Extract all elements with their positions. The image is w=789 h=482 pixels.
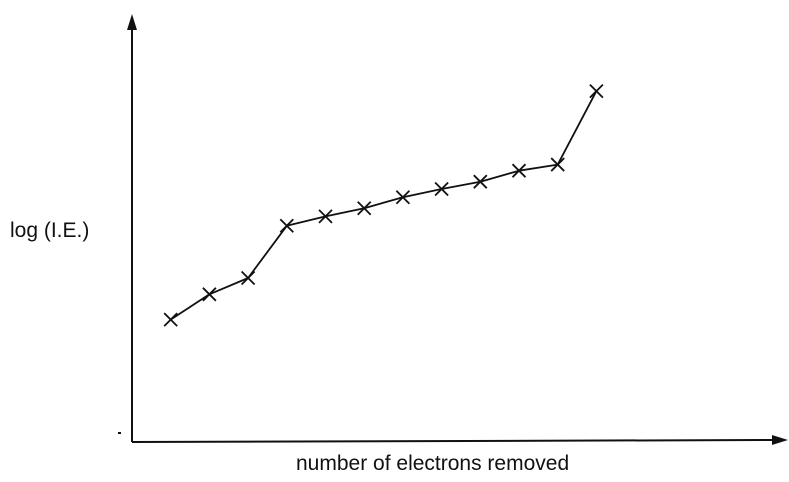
data-point-marker xyxy=(279,218,294,233)
y-axis-arrow xyxy=(127,14,137,30)
x-axis-line xyxy=(131,439,777,443)
stray-mark xyxy=(118,432,121,434)
data-point-marker xyxy=(550,157,565,172)
data-point-marker xyxy=(434,181,449,197)
data-point-marker xyxy=(318,209,333,224)
x-axis-label: number of electrons removed xyxy=(296,452,570,475)
data-point-marker xyxy=(357,201,372,216)
y-axis-label: log (I.E.) xyxy=(10,219,90,242)
series-line xyxy=(170,90,598,321)
data-point-marker xyxy=(202,287,217,302)
axes xyxy=(127,14,788,445)
data-point-marker xyxy=(163,312,178,327)
data-point-marker xyxy=(240,270,256,286)
markers xyxy=(163,83,604,327)
data-point-marker xyxy=(395,190,411,205)
x-axis-arrow xyxy=(772,435,788,445)
data-point-marker xyxy=(589,83,604,99)
data-point-marker xyxy=(511,163,527,178)
data-point-marker xyxy=(473,174,488,189)
